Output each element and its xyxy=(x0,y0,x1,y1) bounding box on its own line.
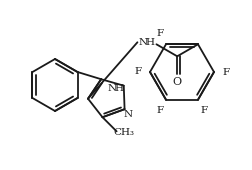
Text: N: N xyxy=(107,84,116,93)
Text: F: F xyxy=(156,29,164,38)
Text: O: O xyxy=(173,77,182,87)
Text: F: F xyxy=(134,67,142,76)
Text: F: F xyxy=(156,106,164,115)
Text: F: F xyxy=(223,67,230,76)
Text: N: N xyxy=(123,110,132,119)
Text: F: F xyxy=(200,106,208,115)
Text: H: H xyxy=(114,84,123,93)
Text: N: N xyxy=(139,38,148,47)
Text: H: H xyxy=(146,38,155,47)
Text: CH₃: CH₃ xyxy=(113,128,134,137)
